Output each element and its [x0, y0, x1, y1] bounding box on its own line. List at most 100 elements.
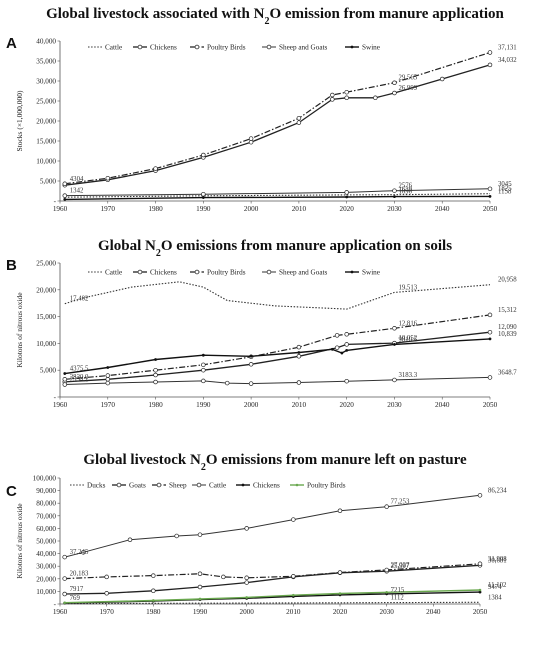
series-chickens: [62, 329, 493, 385]
series-line: [64, 494, 481, 558]
x-tick-label: 1980: [146, 608, 161, 616]
y-tick-label: 20,000: [36, 118, 56, 126]
data-point: [488, 194, 492, 198]
data-label: 9810.5: [398, 336, 417, 343]
data-label: 12,090: [498, 324, 517, 331]
legend-item: Poultry Birds: [290, 482, 346, 490]
series-swine: [63, 194, 492, 201]
data-point: [248, 136, 254, 141]
data-point: [296, 115, 302, 121]
data-point: [137, 269, 143, 275]
data-point: [478, 588, 482, 592]
legend-label: Cattle: [105, 269, 122, 277]
legend-item: Goats: [112, 482, 146, 490]
data-label: 25,997: [391, 563, 410, 570]
data-label: 26,999: [398, 85, 417, 92]
data-point: [197, 571, 203, 577]
series-poultry-birds: [63, 588, 482, 605]
x-tick-label: 2000: [239, 608, 254, 616]
data-point: [154, 358, 157, 361]
x-tick-label: 2020: [339, 205, 354, 213]
data-point: [241, 483, 245, 487]
panel-letter: B: [6, 257, 17, 274]
y-tick-label: 40,000: [36, 550, 56, 558]
data-label: 12,816: [398, 320, 417, 327]
x-tick-label: 2010: [286, 608, 301, 616]
data-label: 1158: [498, 188, 512, 195]
data-label: 3045: [498, 181, 512, 188]
data-point: [296, 380, 302, 385]
data-point: [296, 354, 302, 359]
data-point: [337, 508, 343, 514]
series-sheep-and-goats: [62, 375, 493, 387]
series-poultry-birds: [62, 312, 493, 382]
series-line: [64, 589, 481, 604]
y-tick-label: 10,000: [36, 158, 56, 166]
y-axis-label: Stocks (×1,000,000): [15, 90, 24, 152]
data-point: [392, 90, 397, 96]
data-point: [63, 601, 66, 605]
data-point: [156, 482, 162, 488]
y-tick-label: -: [54, 394, 57, 402]
data-label: 7917: [70, 586, 84, 593]
x-tick-label: 2000: [244, 205, 259, 213]
y-axis-label: Kilotons of nitrous oxide: [15, 292, 24, 368]
data-label: 34,032: [498, 57, 517, 64]
y-tick-label: 25,000: [36, 98, 56, 106]
series-sheep: [62, 561, 483, 581]
data-point: [297, 351, 301, 354]
data-point: [295, 483, 299, 487]
data-point: [488, 337, 492, 341]
legend-label: Cattle: [209, 482, 226, 490]
data-point: [153, 372, 158, 378]
data-label: 1384: [488, 594, 502, 601]
data-point: [334, 345, 340, 350]
data-point: [197, 532, 203, 537]
data-label: 17,402: [70, 296, 89, 303]
y-tick-label: 50,000: [36, 538, 56, 546]
legend-item: Cattle: [88, 44, 122, 52]
data-point: [439, 76, 445, 82]
data-point: [487, 62, 493, 68]
data-label: 27,027: [391, 562, 410, 569]
series-line: [64, 195, 491, 201]
y-tick-label: 20,000: [36, 286, 56, 294]
x-tick-label: 1960: [53, 205, 68, 213]
x-tick-label: 1970: [101, 205, 116, 213]
series-line: [64, 338, 491, 375]
y-tick-label: 80,000: [36, 500, 56, 508]
data-label: 86,234: [488, 487, 507, 494]
data-point: [340, 351, 344, 355]
legend-label: Poultry Birds: [307, 482, 346, 490]
data-point: [153, 166, 158, 171]
data-point: [392, 377, 397, 383]
data-point: [137, 44, 143, 50]
x-tick-label: 2030: [379, 608, 394, 616]
data-point: [174, 533, 179, 539]
series-swine: [63, 337, 492, 375]
y-tick-label: 30,000: [36, 563, 56, 571]
chart-panel-b: Global N2O emissions from manure applica…: [6, 238, 517, 409]
data-point: [330, 97, 335, 102]
data-point: [249, 354, 253, 358]
x-tick-label: 1960: [53, 608, 68, 616]
data-point: [296, 344, 302, 350]
data-point: [338, 592, 342, 595]
x-tick-label: 2020: [339, 401, 354, 409]
data-label: 29,565: [398, 75, 417, 82]
legend-label: Swine: [362, 269, 380, 277]
data-label: 9474: [488, 584, 502, 591]
panel-title: Global livestock associated with N2O emi…: [46, 6, 504, 27]
data-point: [292, 593, 295, 597]
data-label: 10,052: [398, 335, 417, 342]
data-point: [477, 493, 483, 498]
data-point: [487, 50, 493, 55]
data-point: [392, 326, 397, 331]
x-tick-label: 1970: [99, 608, 114, 616]
data-point: [194, 44, 200, 50]
data-point: [345, 195, 349, 199]
legend-item: Chickens: [133, 269, 177, 277]
legend-item: Poultry Birds: [190, 44, 246, 52]
data-point: [487, 312, 493, 318]
